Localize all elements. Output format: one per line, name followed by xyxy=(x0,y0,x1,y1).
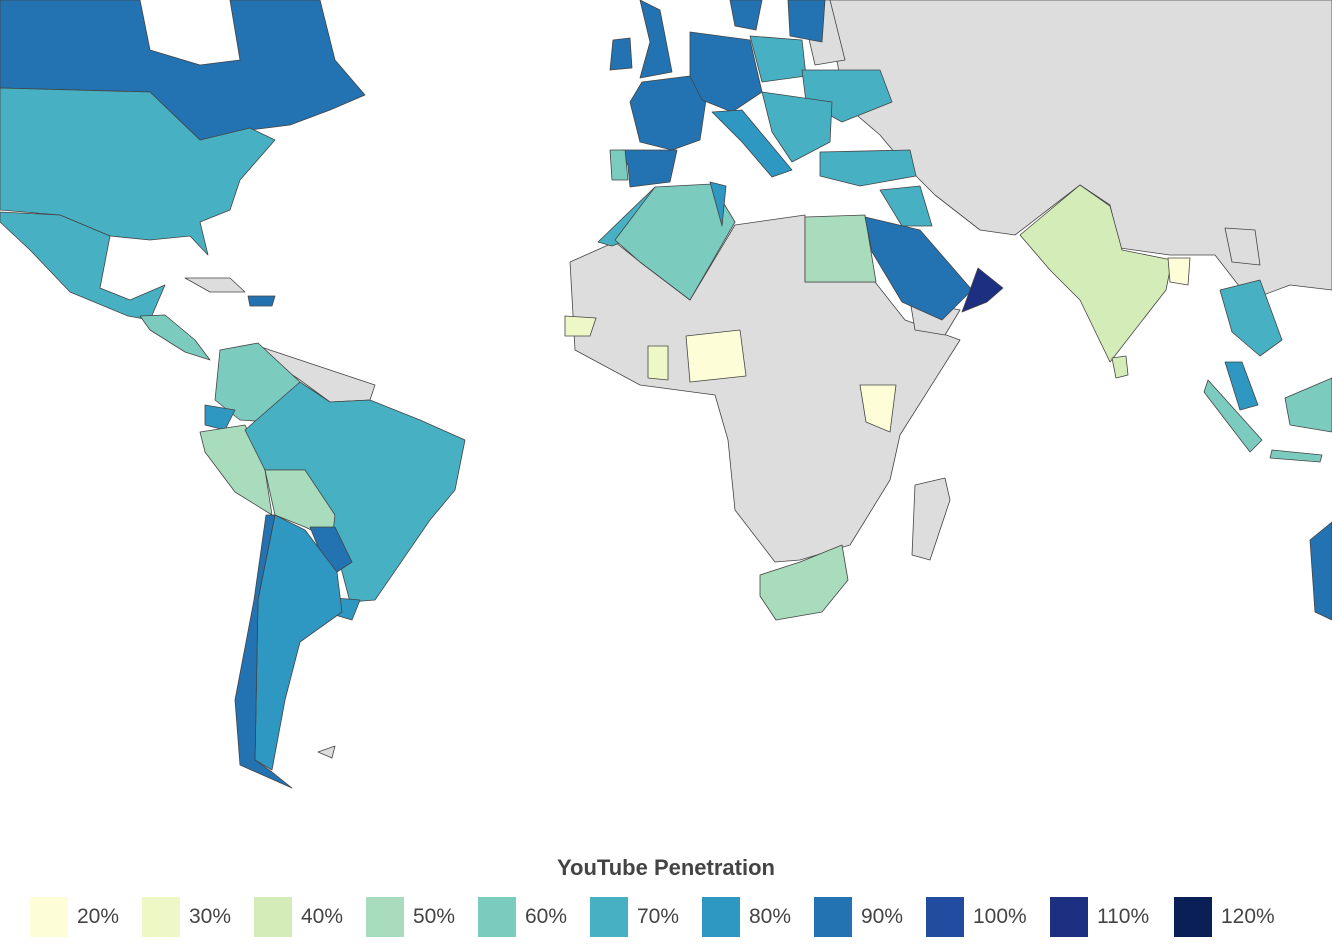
legend-item: 110% xyxy=(1050,897,1174,937)
legend-item: 70% xyxy=(590,897,702,937)
region-turkey xyxy=(819,149,917,187)
legend-item: 60% xyxy=(478,897,590,937)
legend-swatch xyxy=(478,897,516,937)
legend-label: 50% xyxy=(413,905,456,928)
legend: 20% 30% 40% 50% 60% 70% 80% 90% 100% 110… xyxy=(30,897,1298,937)
legend-swatch xyxy=(366,897,404,937)
region-bangladesh xyxy=(1167,257,1191,286)
legend-label: 120% xyxy=(1221,905,1275,928)
region-baltics xyxy=(787,0,826,43)
legend-item: 100% xyxy=(926,897,1050,937)
legend-swatch xyxy=(30,897,68,937)
region-tunisia xyxy=(709,181,727,227)
asia-no-data xyxy=(829,0,1332,301)
region-hispaniola xyxy=(247,295,276,307)
legend-label: 110% xyxy=(1097,905,1150,928)
region-ghana xyxy=(647,345,669,381)
legend-swatch xyxy=(702,897,740,937)
legend-item: 120% xyxy=(1174,897,1298,937)
africa-no-data xyxy=(569,214,961,563)
region-southeast-asia xyxy=(1219,279,1283,357)
legend-item: 90% xyxy=(814,897,926,937)
region-algeria xyxy=(614,183,736,301)
region-indonesia-east xyxy=(1269,449,1323,463)
cuba-no-data xyxy=(184,277,246,293)
region-nigeria xyxy=(685,329,747,383)
legend-label: 90% xyxy=(861,905,904,928)
region-balkans xyxy=(761,91,833,163)
falklands-no-data xyxy=(317,745,336,759)
region-spain xyxy=(621,149,678,188)
region-ireland xyxy=(609,37,633,71)
region-chile xyxy=(234,514,293,789)
legend-swatch xyxy=(814,897,852,937)
world-choropleth-map xyxy=(0,0,1332,789)
legend-label: 80% xyxy=(749,905,792,928)
region-saudi-arabia xyxy=(864,216,973,321)
region-portugal xyxy=(609,149,629,181)
legend-item: 40% xyxy=(254,897,366,937)
region-indonesia xyxy=(1203,379,1263,453)
region-kenya xyxy=(859,384,897,433)
legend-swatch xyxy=(254,897,292,937)
legend-swatch xyxy=(590,897,628,937)
legend-item: 50% xyxy=(366,897,478,937)
legend-label: 60% xyxy=(525,905,568,928)
myanmar-no-data xyxy=(1224,227,1261,266)
legend-item: 20% xyxy=(30,897,142,937)
region-central-america xyxy=(139,314,211,361)
region-mexico xyxy=(0,211,166,321)
region-malaysia xyxy=(1224,361,1259,411)
legend-swatch xyxy=(1174,897,1212,937)
region-india xyxy=(1019,184,1173,363)
region-uk xyxy=(639,0,673,79)
legend-label: 40% xyxy=(301,905,344,928)
region-scandinavia xyxy=(729,0,763,31)
madagascar-no-data xyxy=(911,477,951,561)
legend-label: 20% xyxy=(77,905,120,928)
legend-label: 70% xyxy=(637,905,680,928)
region-france xyxy=(629,75,707,151)
region-borneo xyxy=(1284,377,1332,433)
legend-swatch xyxy=(926,897,964,937)
legend-label: 30% xyxy=(189,905,232,928)
region-egypt xyxy=(804,214,877,283)
legend-title: YouTube Penetration xyxy=(557,855,775,880)
region-oman xyxy=(961,267,1004,313)
legend-label: 100% xyxy=(973,905,1027,928)
region-italy xyxy=(711,109,793,178)
legend-item: 30% xyxy=(142,897,254,937)
region-australia xyxy=(1309,521,1332,621)
legend-swatch xyxy=(142,897,180,937)
region-iraq xyxy=(879,185,933,227)
region-senegal xyxy=(564,315,597,337)
region-south-africa xyxy=(759,544,849,621)
region-sri-lanka xyxy=(1111,355,1129,379)
legend-swatch xyxy=(1050,897,1088,937)
legend-item: 80% xyxy=(702,897,814,937)
